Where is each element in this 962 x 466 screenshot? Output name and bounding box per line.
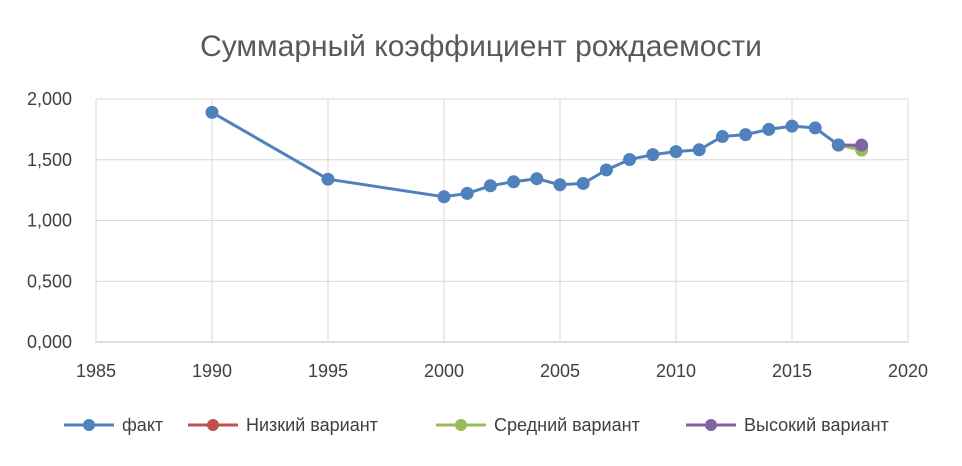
y-tick-label: 1,500: [27, 150, 72, 170]
legend-marker: [83, 419, 95, 431]
series-0-point: [437, 190, 451, 204]
series-0-point: [739, 128, 753, 142]
series-0-point: [460, 186, 474, 200]
y-tick-label: 2,000: [27, 89, 72, 109]
series-0-point: [831, 138, 845, 152]
x-tick-label: 2015: [772, 361, 812, 381]
legend-label: Низкий вариант: [246, 415, 378, 435]
y-tick-label: 0,500: [27, 271, 72, 291]
series-0-point: [205, 105, 219, 119]
legend-label: Средний вариант: [494, 415, 640, 435]
x-tick-label: 1995: [308, 361, 348, 381]
legend-item: Высокий вариант: [686, 415, 889, 435]
series-0-point: [553, 178, 567, 192]
legend: факт Низкий вариант Средний вариант Высокий…: [64, 415, 889, 435]
series: [205, 105, 869, 204]
x-tick-label: 2005: [540, 361, 580, 381]
legend-label: Высокий вариант: [744, 415, 889, 435]
legend-marker: [455, 419, 467, 431]
series-0-point: [715, 130, 729, 144]
series-0-point: [669, 145, 683, 159]
x-tick-label: 2010: [656, 361, 696, 381]
x-tick-label: 1990: [192, 361, 232, 381]
legend-item: Низкий вариант: [188, 415, 378, 435]
series-0-point: [808, 121, 822, 135]
legend-item: Средний вариант: [436, 415, 640, 435]
x-tick-label: 2000: [424, 361, 464, 381]
axes: 0,000 0,500 1,000 1,500 2,000 1985 1990 1995 200…: [27, 89, 928, 381]
series-0-point: [530, 172, 544, 186]
legend-label: факт: [122, 415, 163, 435]
series-0-point: [646, 148, 660, 162]
x-tick-label: 1985: [76, 361, 116, 381]
series-0-point: [599, 163, 613, 177]
series-0-point: [785, 119, 799, 133]
series-3-point: [855, 138, 869, 152]
series-0-line: [211, 111, 840, 199]
series-0-point: [507, 175, 521, 189]
legend-marker: [207, 419, 219, 431]
legend-item: факт: [64, 415, 163, 435]
y-tick-label: 0,000: [27, 332, 72, 352]
legend-marker: [705, 419, 717, 431]
series-0-point: [321, 172, 335, 186]
series-0-point: [483, 179, 497, 193]
series-0-point: [692, 143, 706, 157]
chart-title: Суммарный коэффициент рождаемости: [200, 30, 762, 63]
y-tick-label: 1,000: [27, 211, 72, 231]
series-0-point: [576, 176, 590, 190]
x-tick-label: 2020: [888, 361, 928, 381]
series-0-point: [762, 122, 776, 136]
series-0: [205, 105, 845, 204]
grid: [95, 98, 909, 343]
series-0-point: [623, 153, 637, 167]
